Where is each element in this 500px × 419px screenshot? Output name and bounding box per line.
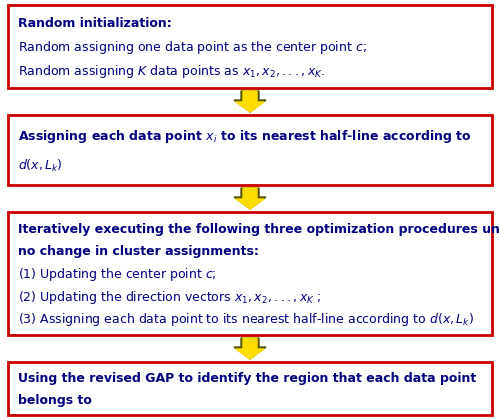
Text: Random assigning $K$ data points as $x_1, x_2, ..., x_K$.: Random assigning $K$ data points as $x_1… <box>18 63 326 80</box>
FancyArrow shape <box>236 188 264 209</box>
Text: Random assigning one data point as the center point $c$;: Random assigning one data point as the c… <box>18 39 367 56</box>
Text: (2) Updating the direction vectors $x_1, x_2, ..., x_K$ ;: (2) Updating the direction vectors $x_1,… <box>18 289 322 305</box>
Text: $d(x, L_k)$: $d(x, L_k)$ <box>18 158 63 174</box>
FancyArrow shape <box>234 188 266 209</box>
FancyArrow shape <box>234 338 266 359</box>
Text: (3) Assigning each data point to its nearest half-line according to $d(x, L_k)$: (3) Assigning each data point to its nea… <box>18 311 474 328</box>
Bar <box>8 362 492 415</box>
Text: Random initialization:: Random initialization: <box>18 17 172 30</box>
Bar <box>8 212 492 335</box>
Text: Assigning each data point $x_i$ to its nearest half-line according to: Assigning each data point $x_i$ to its n… <box>18 127 471 145</box>
Text: Iteratively executing the following three optimization procedures until: Iteratively executing the following thre… <box>18 223 500 236</box>
Text: belongs to: belongs to <box>18 394 92 407</box>
Bar <box>8 115 492 185</box>
Bar <box>8 5 492 88</box>
Text: (1) Updating the center point $c$;: (1) Updating the center point $c$; <box>18 266 216 283</box>
Text: Using the revised GAP to identify the region that each data point: Using the revised GAP to identify the re… <box>18 372 476 385</box>
FancyArrow shape <box>236 91 264 112</box>
FancyArrow shape <box>236 338 264 359</box>
FancyArrow shape <box>234 91 266 112</box>
Text: no change in cluster assignments:: no change in cluster assignments: <box>18 246 259 259</box>
